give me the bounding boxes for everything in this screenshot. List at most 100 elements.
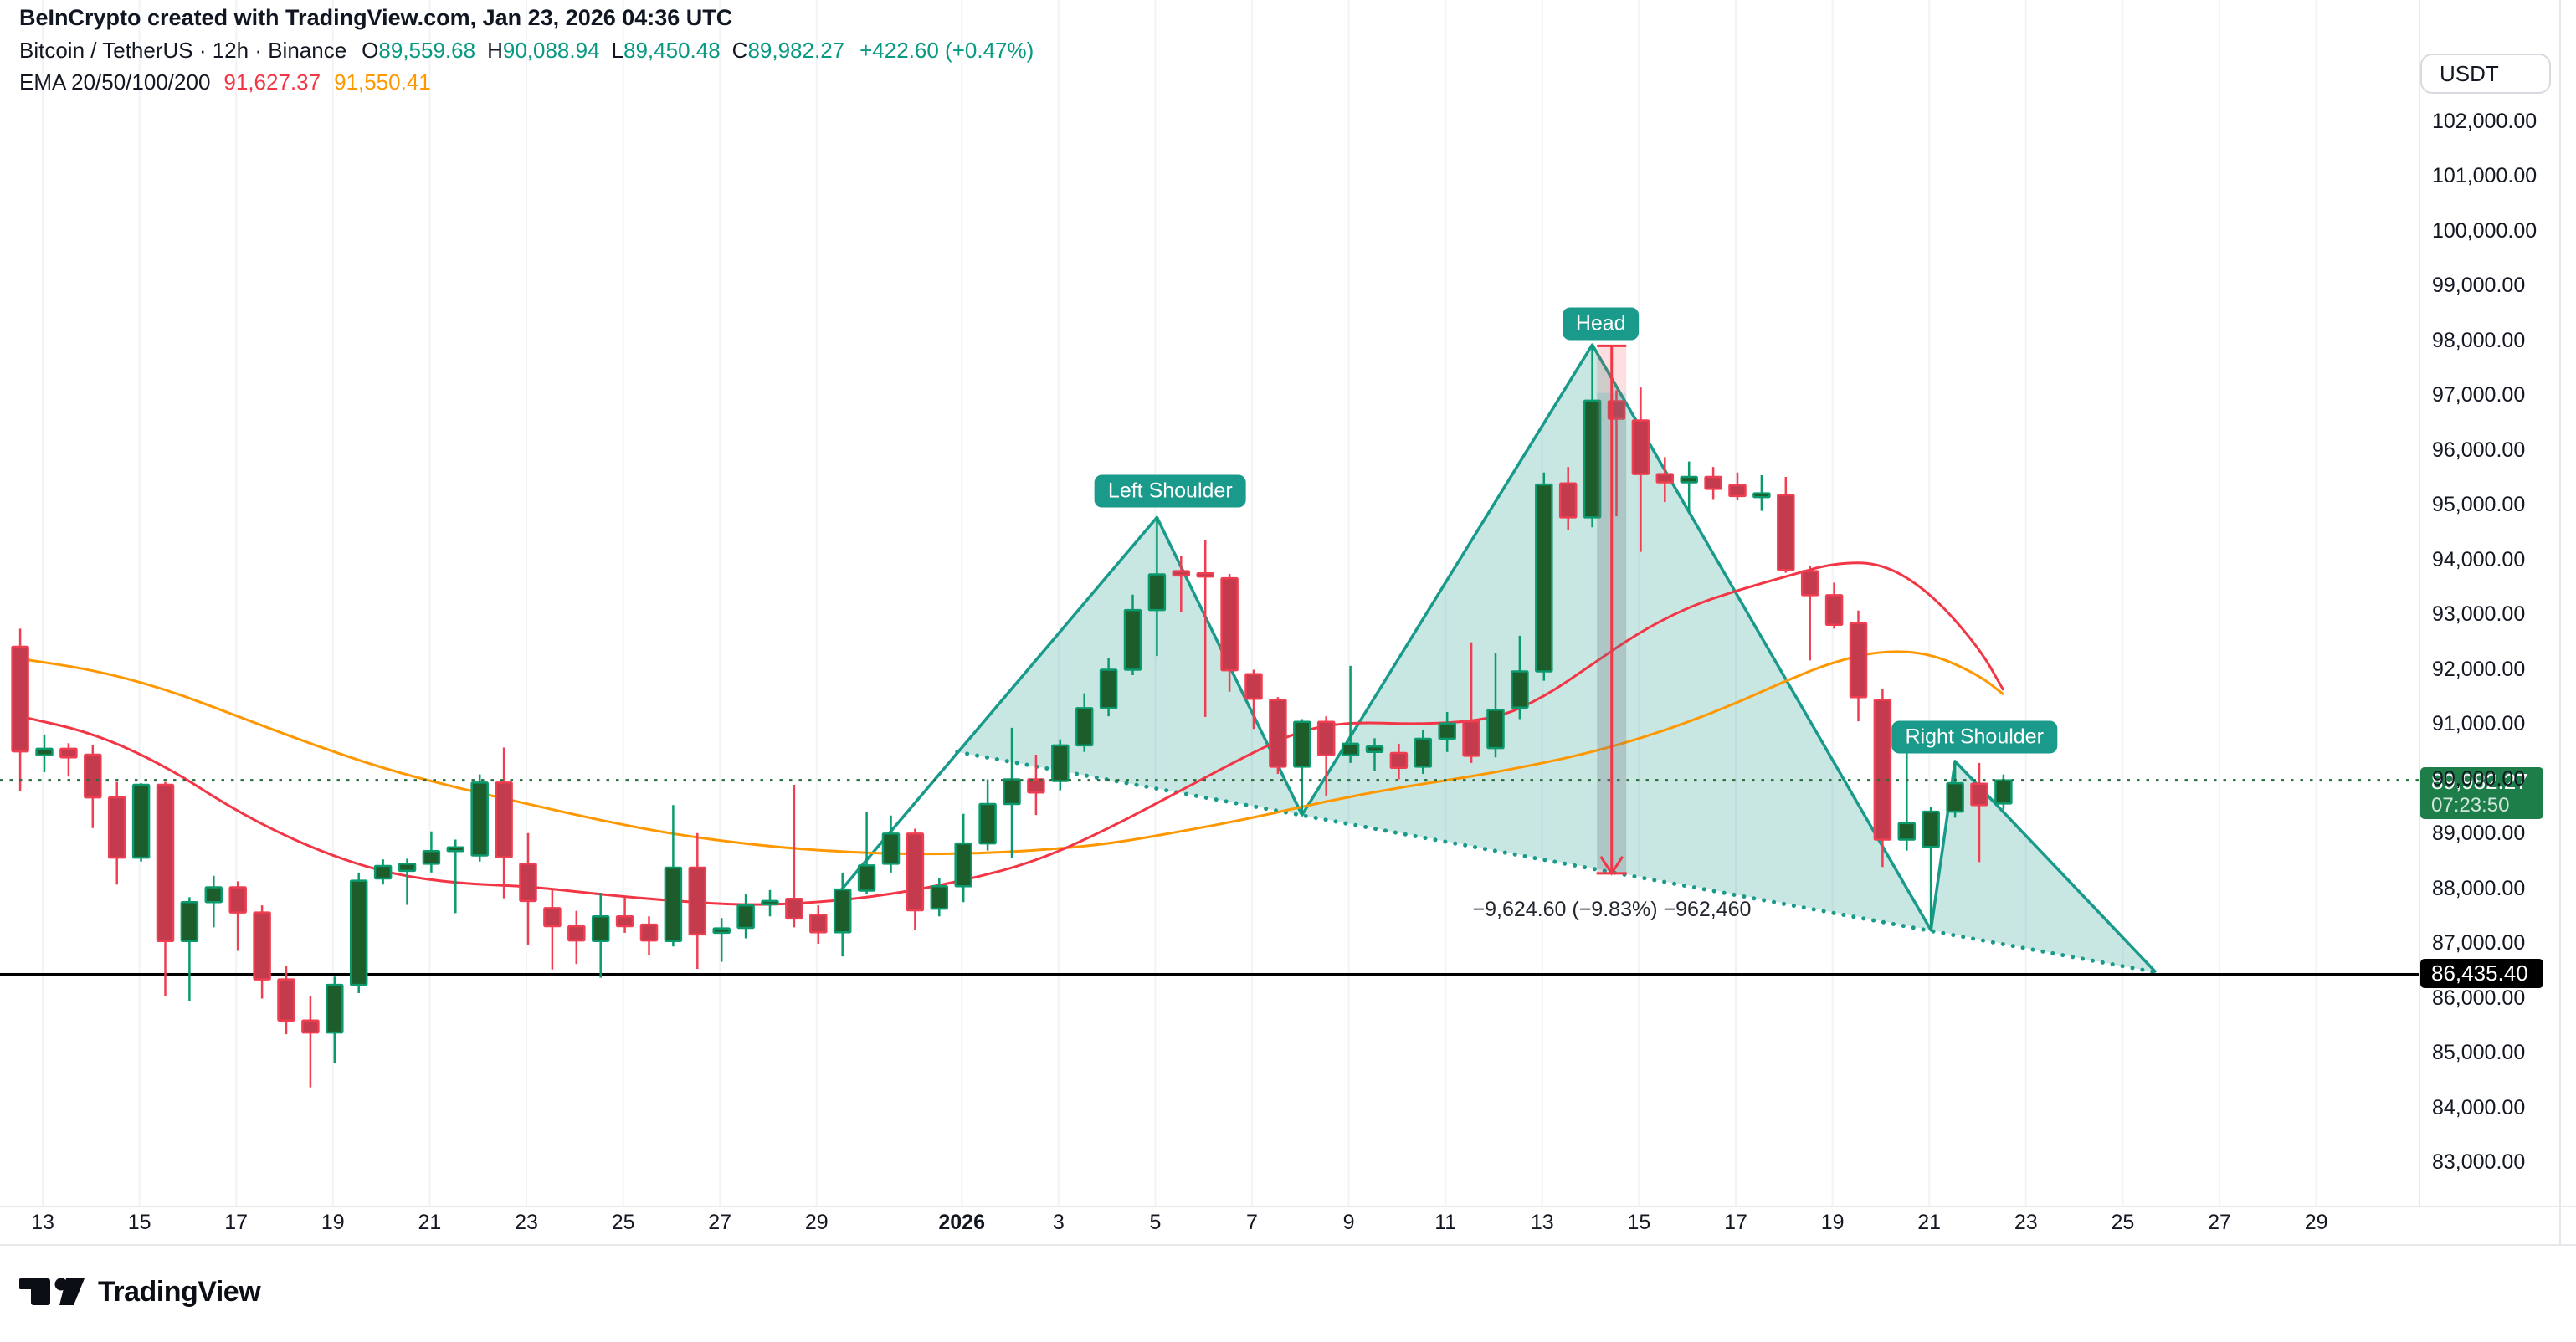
x-axis-top-border: [0, 1206, 2576, 1207]
candle-down: [567, 925, 586, 942]
ema-legend[interactable]: EMA 20/50/100/200 91,627.37 91,550.41: [19, 69, 431, 95]
open-label: O: [362, 38, 379, 63]
pattern-label-left-shoulder[interactable]: Left Shoulder: [1094, 474, 1246, 508]
candle-down: [1196, 571, 1214, 578]
x-axis-label: 2026: [938, 1211, 985, 1234]
support-level-line: [0, 972, 2419, 976]
candle-up: [978, 802, 997, 845]
candle-up: [1438, 722, 1456, 740]
y-axis-label: 88,000.00: [2432, 876, 2526, 900]
candle-down: [277, 978, 295, 1022]
y-axis-label: 84,000.00: [2432, 1095, 2526, 1119]
pattern-fill: [1301, 345, 1932, 930]
y-axis-label: 100,000.00: [2432, 218, 2538, 243]
symbol-legend[interactable]: Bitcoin / TetherUS · 12h · Binance O89,5…: [19, 38, 1034, 64]
high-value: 90,088.94: [502, 38, 600, 63]
x-axis-label: 25: [611, 1211, 635, 1234]
low-label: L: [611, 38, 623, 63]
x-axis-label: 7: [1246, 1211, 1258, 1234]
x-axis-label: 27: [2208, 1211, 2231, 1234]
y-axis-label: 85,000.00: [2432, 1041, 2526, 1064]
candle-down: [1027, 778, 1045, 794]
candle-down: [1558, 482, 1578, 519]
candle-down: [688, 866, 707, 936]
candle-up: [373, 864, 393, 880]
y-axis-label: 102,000.00: [2432, 109, 2538, 133]
x-axis-label: 15: [127, 1211, 151, 1234]
pattern-neckline: [955, 750, 2158, 975]
candle-down: [1244, 673, 1263, 700]
candle-down: [1824, 594, 1844, 627]
x-axis-label: 27: [708, 1211, 732, 1234]
candle-down: [1970, 782, 1988, 807]
currency-toggle-button[interactable]: USDT: [2420, 54, 2551, 94]
candle-down: [543, 907, 562, 928]
y-axis-label: 97,000.00: [2432, 383, 2526, 407]
candle-down: [1704, 475, 1722, 490]
candle-up: [761, 899, 779, 906]
candle-up: [1583, 399, 1602, 519]
footer-separator: [0, 1244, 2576, 1246]
candle-down: [495, 781, 513, 858]
candle-down: [1220, 576, 1239, 672]
candle-down: [1655, 473, 1675, 484]
tradingview-logo-text: TradingView: [98, 1275, 261, 1308]
x-axis-label: 9: [1342, 1211, 1355, 1234]
candle-up: [591, 915, 610, 942]
x-axis-label: 23: [515, 1211, 538, 1234]
candle-up: [1486, 709, 1505, 750]
candle-down: [228, 886, 247, 914]
pattern-label-right-shoulder[interactable]: Right Shoulder: [1891, 720, 2057, 754]
low-value: 89,450.48: [623, 38, 721, 63]
candle-up: [180, 900, 199, 942]
measurement-text[interactable]: −9,624.60 (−9.83%) −962,460: [1472, 898, 1752, 921]
level-price-label: 86,435.40: [2420, 959, 2543, 988]
candle-down: [639, 923, 659, 942]
candle-down: [1389, 751, 1409, 769]
pattern-fill: [1931, 761, 2156, 973]
y-axis-label: 99,000.00: [2432, 274, 2526, 297]
candle-up: [881, 832, 901, 865]
x-axis-label: 5: [1149, 1211, 1162, 1234]
y-axis-label: 94,000.00: [2432, 547, 2526, 571]
candle-up: [1946, 781, 1964, 813]
y-axis-label: 86,000.00: [2432, 986, 2526, 1010]
candle-up: [1147, 573, 1167, 612]
candle-up: [349, 879, 368, 986]
y-axis-left-border: [2419, 0, 2420, 1206]
x-axis-label: 23: [2014, 1211, 2038, 1234]
candle-up: [833, 888, 852, 934]
x-axis-label: 19: [1820, 1211, 1845, 1234]
x-axis-label: 13: [31, 1211, 54, 1234]
candle-up: [1099, 668, 1118, 709]
candle-down: [301, 1019, 320, 1034]
candle-down: [809, 914, 828, 934]
x-axis-label: 29: [2304, 1211, 2328, 1234]
x-axis-label: 17: [1724, 1211, 1747, 1234]
candle-down: [906, 832, 925, 912]
y-axis-label: 96,000.00: [2432, 438, 2526, 462]
tradingview-logo[interactable]: TradingView: [19, 1275, 261, 1309]
candle-up: [1897, 822, 1917, 841]
candle-down: [1462, 720, 1480, 757]
x-axis-label: 13: [1530, 1211, 1554, 1234]
candle-up: [422, 850, 441, 865]
candle-up: [664, 866, 683, 942]
candle-up: [326, 983, 344, 1034]
symbol-title: Bitcoin / TetherUS · 12h · Binance: [19, 38, 347, 63]
ema20-line: [19, 561, 2005, 906]
x-axis-label: 17: [224, 1211, 249, 1234]
candle-countdown: 07:23:50: [2431, 794, 2510, 817]
candle-down: [1316, 720, 1336, 756]
x-axis-label: 25: [2111, 1211, 2135, 1234]
pattern-label-head[interactable]: Head: [1562, 307, 1640, 341]
y-axis-label: 91,000.00: [2432, 712, 2526, 735]
y-axis-label: 92,000.00: [2432, 657, 2526, 681]
close-value: 89,982.27: [747, 38, 845, 63]
candle-up: [1414, 737, 1433, 768]
current-price-value: 89,982.27: [2431, 769, 2528, 794]
y-axis-label: 83,000.00: [2432, 1150, 2526, 1174]
candle-up: [1994, 779, 2013, 805]
